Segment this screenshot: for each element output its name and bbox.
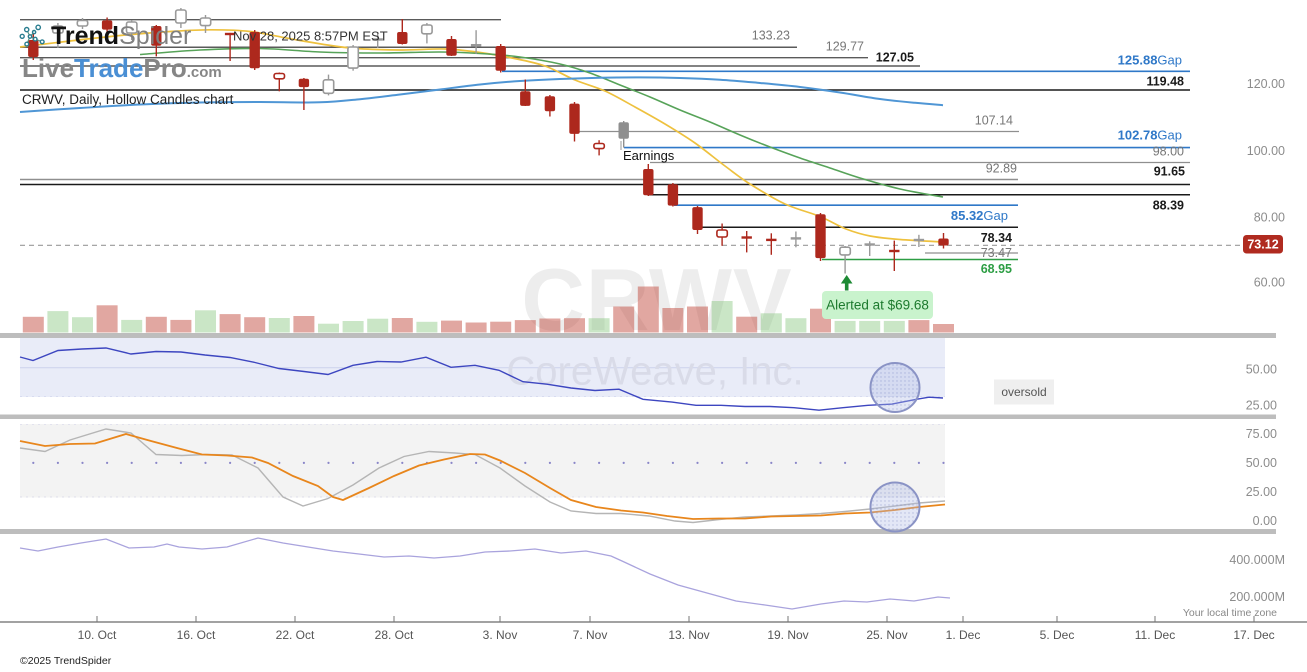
svg-text:85.32Gap: 85.32Gap: [951, 208, 1008, 223]
svg-text:125.88Gap: 125.88Gap: [1118, 53, 1182, 68]
svg-text:200.000M: 200.000M: [1229, 590, 1285, 604]
svg-text:102.78Gap: 102.78Gap: [1118, 128, 1182, 143]
svg-text:98.00: 98.00: [1153, 145, 1184, 159]
svg-text:60.00: 60.00: [1254, 276, 1285, 290]
svg-text:25.00: 25.00: [1246, 399, 1277, 413]
svg-text:133.23: 133.23: [752, 29, 790, 43]
svg-text:16. Oct: 16. Oct: [177, 628, 216, 642]
svg-text:73.12: 73.12: [1247, 238, 1278, 252]
svg-text:CRWV, Daily, Hollow Candles ch: CRWV, Daily, Hollow Candles chart: [22, 92, 234, 107]
svg-text:28. Oct: 28. Oct: [375, 628, 414, 642]
svg-text:91.65: 91.65: [1154, 165, 1185, 179]
svg-text:129.77: 129.77: [826, 40, 864, 54]
svg-text:1. Dec: 1. Dec: [946, 628, 981, 642]
svg-text:Alerted at $69.68: Alerted at $69.68: [826, 298, 929, 313]
svg-text:120.00: 120.00: [1247, 77, 1285, 91]
svg-text:17. Dec: 17. Dec: [1233, 628, 1274, 642]
svg-text:22. Oct: 22. Oct: [276, 628, 315, 642]
svg-text:©2025 TrendSpider: ©2025 TrendSpider: [20, 655, 112, 667]
svg-text:50.00: 50.00: [1246, 456, 1277, 470]
svg-text:119.48: 119.48: [1146, 75, 1184, 89]
svg-text:25. Nov: 25. Nov: [866, 628, 907, 642]
svg-text:Your local time zone: Your local time zone: [1183, 607, 1277, 619]
svg-text:73.47: 73.47: [981, 246, 1012, 260]
svg-text:50.00: 50.00: [1246, 363, 1277, 377]
svg-text:CRWV: CRWV: [521, 250, 792, 349]
svg-text:107.14: 107.14: [975, 114, 1013, 128]
svg-text:92.89: 92.89: [986, 162, 1017, 176]
svg-text:100.00: 100.00: [1247, 144, 1285, 158]
svg-text:TrendSpider: TrendSpider: [51, 22, 191, 50]
svg-text:Earnings: Earnings: [623, 148, 675, 163]
svg-text:CoreWeave, Inc.: CoreWeave, Inc.: [506, 350, 803, 394]
svg-text:7. Nov: 7. Nov: [573, 628, 608, 642]
svg-text:68.95: 68.95: [981, 262, 1012, 276]
svg-text:10. Oct: 10. Oct: [78, 628, 117, 642]
svg-text:78.34: 78.34: [981, 231, 1012, 245]
svg-text:3. Nov: 3. Nov: [483, 628, 518, 642]
svg-text:88.39: 88.39: [1153, 199, 1184, 213]
svg-text:25.00: 25.00: [1246, 485, 1277, 499]
svg-text:11. Dec: 11. Dec: [1135, 628, 1175, 642]
svg-text:oversold: oversold: [1001, 385, 1046, 399]
svg-text:LiveTradePro.com: LiveTradePro.com: [22, 53, 222, 83]
svg-text:75.00: 75.00: [1246, 427, 1277, 441]
svg-text:80.00: 80.00: [1254, 211, 1285, 225]
svg-text:0.00: 0.00: [1253, 514, 1277, 528]
svg-text:400.000M: 400.000M: [1229, 553, 1285, 567]
svg-text:127.05: 127.05: [876, 51, 914, 65]
svg-text:13. Nov: 13. Nov: [668, 628, 709, 642]
svg-text:5. Dec: 5. Dec: [1040, 628, 1075, 642]
svg-text:19. Nov: 19. Nov: [767, 628, 808, 642]
svg-text:Nov 28, 2025 8:57PM EST: Nov 28, 2025 8:57PM EST: [233, 29, 388, 44]
